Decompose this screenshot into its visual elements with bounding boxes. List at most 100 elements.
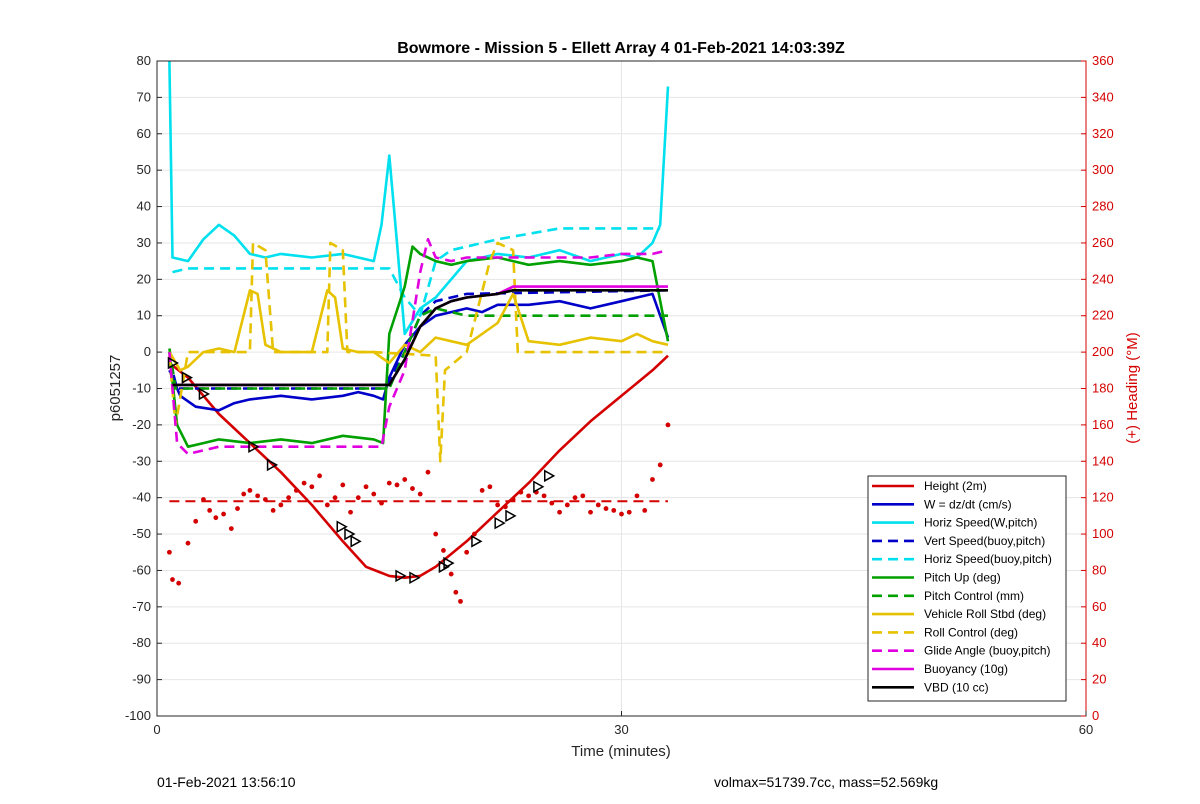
y-tick-label: 40	[137, 199, 151, 214]
y2-tick-label: 160	[1092, 417, 1114, 432]
series-layer	[166, 60, 671, 604]
x-tick-label: 30	[614, 722, 628, 737]
heading-point	[371, 491, 377, 497]
y-tick-label: -20	[132, 417, 151, 432]
heading-point	[213, 515, 219, 521]
heading-point	[642, 508, 648, 513]
y-tick-label: -100	[125, 708, 151, 723]
y2-tick-label: 280	[1092, 199, 1114, 214]
heading-point	[176, 580, 182, 586]
y-tick-label: 0	[144, 344, 151, 359]
y-tick-label: -70	[132, 599, 151, 614]
y2-tick-label: 80	[1092, 562, 1106, 577]
heading-point	[286, 495, 292, 501]
heading-point	[487, 484, 493, 490]
y2-tick-label: 340	[1092, 89, 1114, 104]
y2-tick-label: 120	[1092, 490, 1114, 505]
y-tick-label: 70	[137, 89, 151, 104]
y-tick-label: -50	[132, 526, 151, 541]
height-marker	[198, 387, 210, 401]
height-marker	[395, 569, 407, 583]
heading-point	[270, 508, 276, 513]
y-tick-label: -90	[132, 672, 151, 687]
height-marker	[409, 571, 421, 584]
series-vert-speed-buoy-pitch	[168, 289, 669, 390]
heading-point	[301, 480, 307, 486]
heading-point	[363, 484, 369, 490]
heading-point	[611, 508, 617, 513]
heading-point	[479, 487, 485, 493]
heading-point	[495, 502, 501, 508]
heading-point	[433, 531, 439, 537]
y2-tick-label: 60	[1092, 599, 1106, 614]
series-vbd-10-cc	[172, 288, 668, 387]
y-tick-label: -80	[132, 635, 151, 650]
y2-tick-label: 180	[1092, 381, 1114, 396]
height-marker	[533, 480, 545, 494]
heading-point	[185, 540, 191, 546]
heading-point	[340, 482, 346, 488]
legend-label: W = dz/dt (cm/s)	[924, 497, 1012, 511]
series-pitch-control-mm	[168, 307, 668, 390]
y-tick-label: 50	[137, 162, 151, 177]
heading-point	[448, 571, 454, 577]
y-tick-label: 60	[137, 126, 151, 141]
legend-label: Horiz Speed(buoy,pitch)	[924, 552, 1052, 566]
heading-point	[650, 477, 655, 482]
heading-point	[572, 495, 578, 501]
y-tick-label: 30	[137, 235, 151, 250]
heading-point	[221, 511, 226, 517]
axes: 80706050403020100-10-20-30-40-50-60-70-8…	[125, 53, 1114, 737]
y2-tick-label: 240	[1092, 271, 1114, 286]
heading-point	[526, 493, 531, 499]
heading-point	[348, 509, 353, 515]
height-marker	[167, 356, 180, 370]
heading-point	[588, 509, 593, 515]
heading-point	[166, 549, 172, 555]
heading-point	[324, 502, 330, 508]
heading-point	[665, 422, 671, 428]
x-tick-label: 60	[1079, 722, 1093, 737]
height-marker	[505, 509, 517, 523]
heading-point	[603, 506, 609, 511]
heading-point	[402, 477, 408, 482]
footer-start-time: 01-Feb-2021 13:56:10	[157, 774, 296, 790]
heading-point	[458, 598, 463, 604]
heading-point	[247, 487, 253, 493]
heading-point	[549, 500, 555, 506]
height-marker	[248, 440, 260, 453]
y2-axis-label: (+) Heading (°M)	[1124, 332, 1141, 443]
height-marker	[494, 516, 506, 530]
heading-point	[564, 502, 570, 508]
heading-point	[453, 589, 459, 595]
heading-point	[317, 473, 322, 479]
y-tick-label: 80	[137, 53, 151, 68]
heading-point	[170, 577, 175, 582]
legend-label: Buoyancy (10g)	[924, 662, 1008, 676]
legend-label: Horiz Speed(W,pitch)	[924, 516, 1037, 530]
heading-point	[278, 502, 284, 508]
heading-point	[332, 495, 338, 501]
legend-label: Vert Speed(buoy,pitch)	[924, 534, 1045, 548]
heading-point	[410, 486, 415, 491]
y-tick-label: -60	[132, 562, 151, 577]
y2-tick-label: 360	[1092, 53, 1114, 68]
chart-title: Bowmore - Mission 5 - Ellett Array 4 01-…	[397, 40, 845, 57]
legend-label: Glide Angle (buoy,pitch)	[924, 644, 1051, 658]
heading-point	[193, 518, 199, 524]
y2-tick-label: 40	[1092, 635, 1106, 650]
series-horiz-speed-w-pitch	[168, 60, 670, 336]
heading-point	[207, 508, 213, 513]
height-marker	[543, 469, 556, 483]
height-marker	[181, 371, 193, 384]
heading-point	[619, 511, 624, 517]
height-marker	[443, 556, 455, 570]
legend-label: Vehicle Roll Stbd (deg)	[924, 607, 1046, 621]
height-marker	[344, 527, 356, 541]
heading-point	[580, 493, 586, 499]
heading-point	[557, 509, 562, 515]
x-tick-label: 0	[153, 722, 160, 737]
heading-point	[541, 493, 547, 499]
height-marker	[266, 458, 279, 472]
legend: Height (2m) W = dz/dt (cm/s) Horiz Speed(W…	[867, 475, 1067, 702]
